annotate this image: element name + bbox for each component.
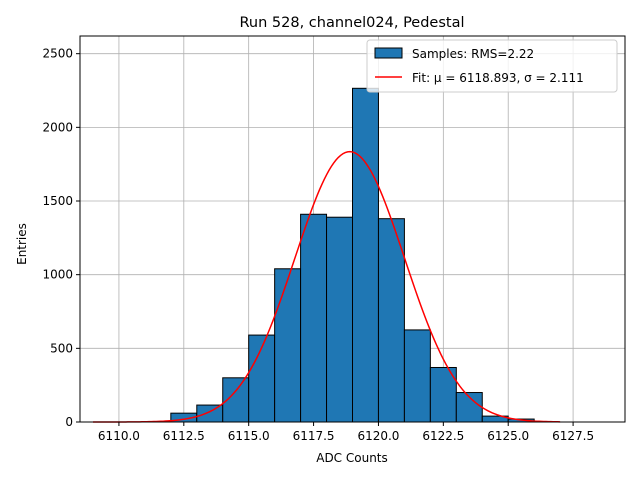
y-tick-label-1: 500 [50,341,73,355]
x-tick-label-1: 6112.5 [163,429,205,443]
x-tick-label-7: 6127.5 [552,429,594,443]
legend-histogram-swatch [374,47,403,59]
histogram-bar-4 [274,268,302,423]
histogram-bar-6 [326,216,353,423]
x-tick-label-5: 6122.5 [422,429,464,443]
legend: Samples: RMS=2.22 Fit: μ = 6118.893, σ =… [366,39,618,93]
x-axis-label: ADC Counts [316,451,388,465]
y-tick-label-2: 1000 [42,268,73,282]
x-tick-label-3: 6117.5 [293,429,335,443]
legend-box [366,39,618,93]
y-tick-label-3: 1500 [42,194,73,208]
x-tick-label-4: 6120.0 [357,429,399,443]
legend-fit-label: Fit: μ = 6118.893, σ = 2.111 [412,71,584,85]
histogram-bar-9 [403,329,431,423]
fit-curve-group [92,150,561,423]
x-tick-label-6: 6125.0 [487,429,529,443]
y-tick-label-4: 2000 [42,120,73,134]
y-tick-label-0: 0 [65,415,73,429]
x-tick-label-0: 6110.0 [98,429,140,443]
histogram-bar-2 [222,377,250,423]
chart-title: Run 528, channel024, Pedestal [239,15,464,31]
legend-histogram-label: Samples: RMS=2.22 [412,47,534,61]
y-axis-ticks: 0 500 1000 1500 2000 2500 [42,47,80,429]
x-axis-ticks: 6110.0 6112.5 6115.0 6117.5 6120.0 6122.5 6125… [98,422,594,443]
gaussian-fit-curve [92,150,561,423]
axes-frame [79,35,626,423]
histogram-bar-7 [352,87,379,423]
histogram-bar-8 [377,218,405,423]
y-axis-label: Entries [15,223,29,265]
histogram-bar-5 [300,213,328,423]
histogram-bar-1 [196,404,224,423]
y-tick-label-5: 2500 [42,47,73,61]
x-tick-label-2: 6115.0 [228,429,270,443]
histogram-bar-10 [429,366,457,423]
